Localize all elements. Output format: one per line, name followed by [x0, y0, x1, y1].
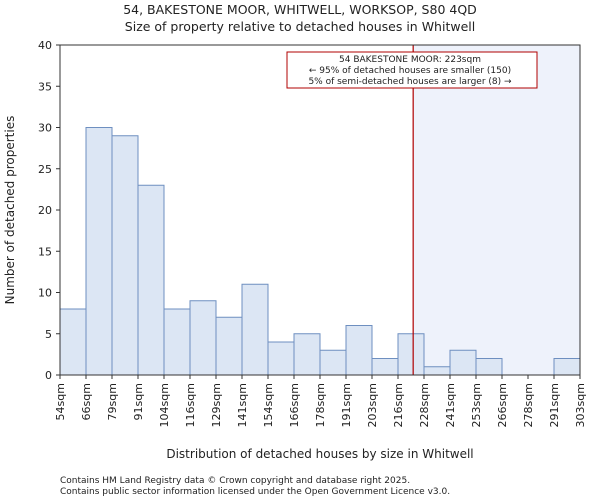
bar-228sqm	[423, 366, 451, 376]
footer-line-1: Contains HM Land Registry data © Crown c…	[60, 476, 410, 486]
x-axis-label: Distribution of detached houses by size …	[166, 447, 473, 461]
x-tick-label: 228sqm	[418, 383, 431, 427]
chart-title: 54, BAKESTONE MOOR, WHITWELL, WORKSOP, S…	[123, 2, 477, 17]
x-tick-label: 54sqm	[54, 383, 67, 420]
annotation-line-3: 5% of semi-detached houses are larger (8…	[308, 77, 512, 87]
bar-141sqm	[241, 283, 269, 376]
bar-54sqm	[59, 308, 87, 376]
x-tick-label: 166sqm	[288, 383, 301, 427]
bar-104sqm	[163, 308, 191, 376]
bar-203sqm	[371, 358, 399, 376]
bar-178sqm	[319, 349, 347, 376]
bar-116sqm	[189, 300, 217, 376]
annotation-box: 54 BAKESTONE MOOR: 223sqm ← 95% of detac…	[286, 51, 538, 89]
x-tick-label: 116sqm	[184, 383, 197, 427]
bar-191sqm	[345, 325, 373, 376]
x-tick-label: 129sqm	[210, 383, 223, 427]
x-tick-label: 203sqm	[366, 383, 379, 427]
x-tick-label: 154sqm	[262, 383, 275, 427]
y-tick-label: 30	[38, 122, 52, 135]
y-tick-label: 10	[38, 287, 52, 300]
y-tick-label: 0	[45, 369, 52, 382]
bar-79sqm	[111, 135, 139, 376]
x-tick-label: 216sqm	[392, 383, 405, 427]
x-tick-label: 91sqm	[132, 383, 145, 420]
bar-216sqm	[397, 333, 425, 376]
y-tick-label: 5	[45, 328, 52, 341]
bar-129sqm	[215, 316, 243, 376]
x-tick-label: 104sqm	[158, 383, 171, 427]
x-tick-label: 141sqm	[236, 383, 249, 427]
chart-subtitle: Size of property relative to detached ho…	[125, 19, 475, 34]
x-tick-label: 291sqm	[548, 383, 561, 427]
bar-253sqm	[475, 358, 503, 376]
x-tick-label: 266sqm	[496, 383, 509, 427]
bar-66sqm	[85, 127, 113, 376]
y-tick-label: 15	[38, 245, 52, 258]
bar-91sqm	[137, 184, 165, 376]
y-tick-label: 35	[38, 80, 52, 93]
highlight-region	[413, 45, 580, 375]
x-tick-label: 253sqm	[470, 383, 483, 427]
bar-241sqm	[449, 349, 477, 376]
bar-154sqm	[267, 341, 295, 376]
x-tick-label: 191sqm	[340, 383, 353, 427]
annotation-line-1: 54 BAKESTONE MOOR: 223sqm	[339, 55, 481, 65]
x-tick-label: 303sqm	[574, 383, 587, 427]
x-tick-label: 79sqm	[106, 383, 119, 420]
annotation-line-2: ← 95% of detached houses are smaller (15…	[309, 66, 511, 76]
y-tick-label: 40	[38, 39, 52, 52]
bar-166sqm	[293, 333, 321, 376]
x-tick-label: 241sqm	[444, 383, 457, 427]
y-tick-label: 25	[38, 163, 52, 176]
bar-291sqm	[553, 358, 581, 376]
x-tick-label: 66sqm	[80, 383, 93, 420]
x-tick-label: 178sqm	[314, 383, 327, 427]
y-tick-label: 20	[38, 204, 52, 217]
footer-line-2: Contains public sector information licen…	[60, 487, 450, 497]
x-tick-label: 278sqm	[522, 383, 535, 427]
y-axis-label: Number of detached properties	[3, 116, 17, 305]
